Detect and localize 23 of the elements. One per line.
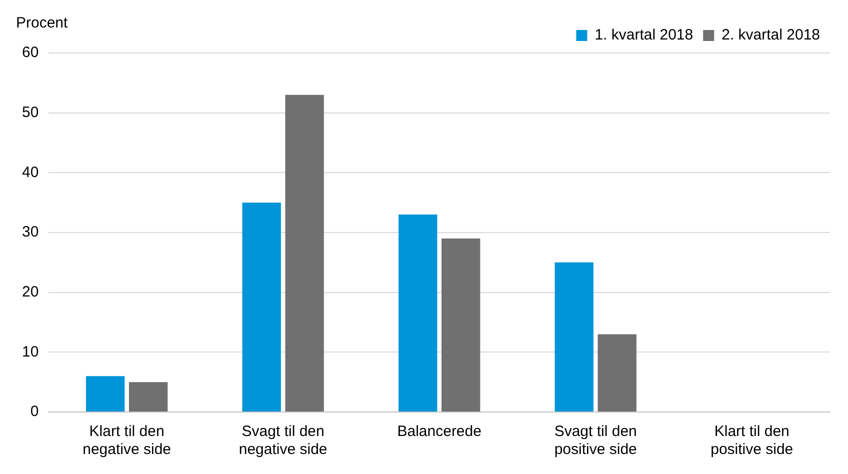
bar [285, 94, 324, 412]
y-tick-label: 0 [30, 403, 39, 420]
bar [128, 382, 168, 412]
bar [598, 334, 636, 412]
y-tick-label: 40 [22, 164, 39, 181]
y-axis-title: Procent [16, 14, 69, 32]
y-tick-label: 20 [22, 283, 39, 300]
bar [86, 376, 125, 412]
y-tick-label: 30 [22, 224, 39, 241]
x-tick-label: Svagt til den positive side [554, 423, 637, 458]
bar [242, 202, 281, 412]
x-tick-label: Svagt til den negative side [238, 423, 328, 458]
bar [398, 214, 438, 412]
legend-label: 1. kvartal 2018 [594, 26, 694, 44]
y-tick-label: 10 [22, 343, 39, 360]
x-tick-label: Klart til den negative side [82, 423, 172, 458]
x-tick-label: Klart til den positive side [710, 423, 794, 458]
y-tick-label: 60 [22, 44, 39, 62]
x-tick-label: Balancerede [397, 423, 482, 440]
legend-label: 2. kvartal 2018 [722, 26, 820, 44]
bar [441, 238, 480, 412]
bar [554, 262, 594, 412]
y-tick-label: 50 [22, 104, 39, 121]
